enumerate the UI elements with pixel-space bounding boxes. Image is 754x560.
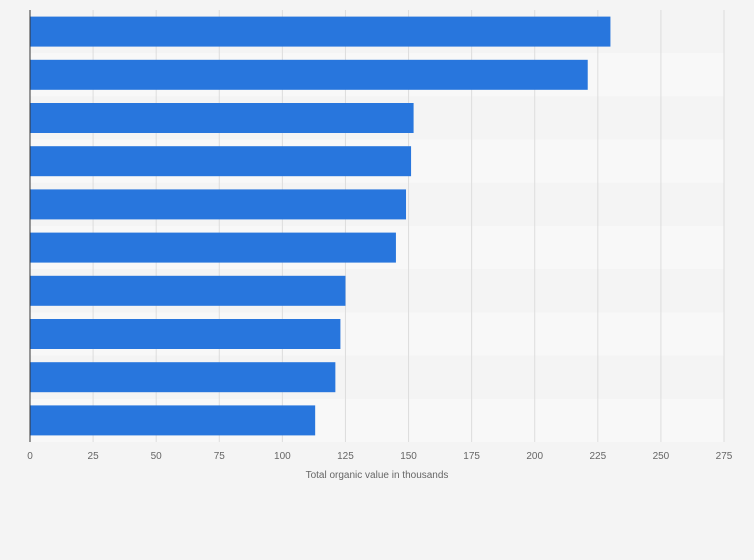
x-tick-label: 200 — [526, 451, 543, 462]
x-tick-label: 125 — [337, 451, 354, 462]
x-tick-label: 25 — [88, 451, 100, 462]
bar — [30, 59, 588, 90]
x-tick-label: 75 — [214, 451, 226, 462]
x-tick-label: 175 — [463, 451, 480, 462]
bars — [30, 16, 611, 436]
x-tick-label: 275 — [716, 451, 733, 462]
x-tick-label: 0 — [27, 451, 33, 462]
bar — [30, 362, 336, 393]
bar — [30, 16, 611, 47]
x-tick-label: 250 — [653, 451, 670, 462]
bar — [30, 189, 407, 220]
bar — [30, 146, 412, 177]
x-tick-label: 225 — [589, 451, 606, 462]
x-tick-label: 100 — [274, 451, 291, 462]
x-tick-label: 50 — [151, 451, 163, 462]
bar — [30, 405, 316, 436]
bar — [30, 103, 414, 133]
x-axis-title: Total organic value in thousands — [306, 470, 449, 481]
x-axis-ticks: 0 25 50 75 100 125 150 175 200 225 250 275 — [27, 451, 733, 462]
bar — [30, 232, 396, 263]
bar — [30, 319, 341, 349]
bar — [30, 275, 346, 306]
x-tick-label: 150 — [400, 451, 417, 462]
